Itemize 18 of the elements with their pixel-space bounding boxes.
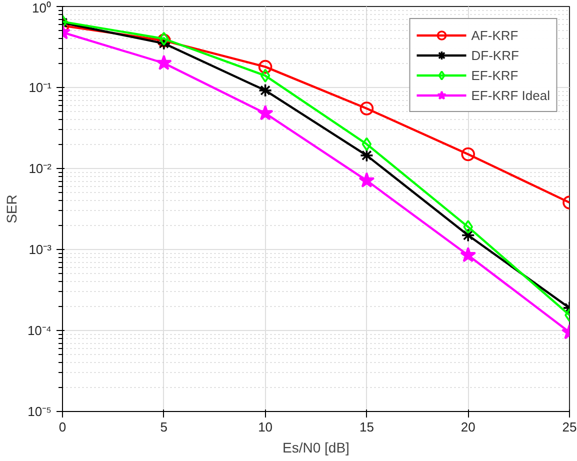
y-axis-title: SER bbox=[3, 194, 20, 224]
x-tick-label: 0 bbox=[58, 420, 66, 434]
x-tick-label: 15 bbox=[359, 420, 374, 434]
x-tick-label: 10 bbox=[258, 420, 273, 434]
legend-label: EF-KRF bbox=[471, 68, 518, 82]
legend-label: DF-KRF bbox=[471, 48, 519, 62]
y-tick-label: 10⁰ bbox=[32, 0, 52, 16]
y-tick-label: 10⁻¹ bbox=[28, 80, 52, 95]
y-tick-label: 10⁻³ bbox=[28, 242, 52, 257]
y-tick-label: 10⁻² bbox=[28, 161, 52, 176]
legend-label: AF-KRF bbox=[471, 28, 518, 42]
x-axis-title: Es/N0 [dB] bbox=[282, 440, 350, 456]
y-tick-label: 10⁻⁵ bbox=[28, 404, 52, 419]
x-tick-label: 20 bbox=[460, 420, 476, 434]
x-tick-label: 5 bbox=[160, 420, 168, 434]
x-tick-label: 25 bbox=[562, 420, 577, 434]
legend-label: EF-KRF Ideal bbox=[471, 88, 550, 102]
y-tick-label: 10⁻⁴ bbox=[27, 323, 52, 338]
